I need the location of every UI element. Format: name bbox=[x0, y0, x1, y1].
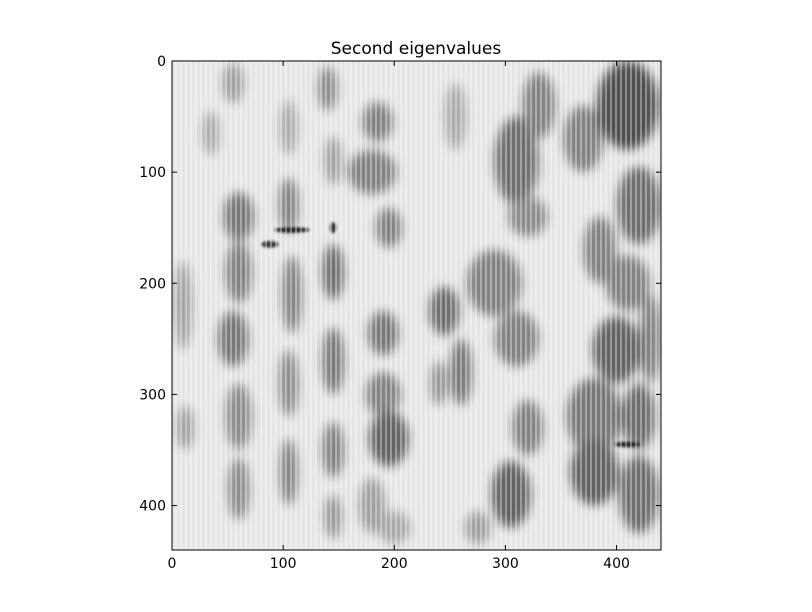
y-tick-label-3: 300 bbox=[139, 387, 166, 403]
y-tick-label-0: 0 bbox=[157, 54, 166, 70]
heatmap-texture bbox=[172, 61, 661, 550]
y-tick-label-4: 400 bbox=[139, 499, 166, 515]
chart-title: Second eigenvalues bbox=[331, 39, 502, 59]
y-axis: 0 100 200 300 400 bbox=[139, 54, 661, 515]
y-tick-label-1: 100 bbox=[139, 165, 166, 181]
x-tick-label-0: 0 bbox=[168, 556, 177, 572]
x-tick-label-2: 200 bbox=[381, 556, 408, 572]
x-axis: 0 100 200 300 400 bbox=[168, 61, 630, 572]
y-tick-label-2: 200 bbox=[139, 276, 166, 292]
x-tick-label-3: 300 bbox=[492, 556, 519, 572]
plot-frame bbox=[171, 60, 662, 551]
x-tick-label-1: 100 bbox=[270, 556, 297, 572]
x-tick-label-4: 400 bbox=[603, 556, 630, 572]
heatmap-image bbox=[172, 61, 661, 550]
